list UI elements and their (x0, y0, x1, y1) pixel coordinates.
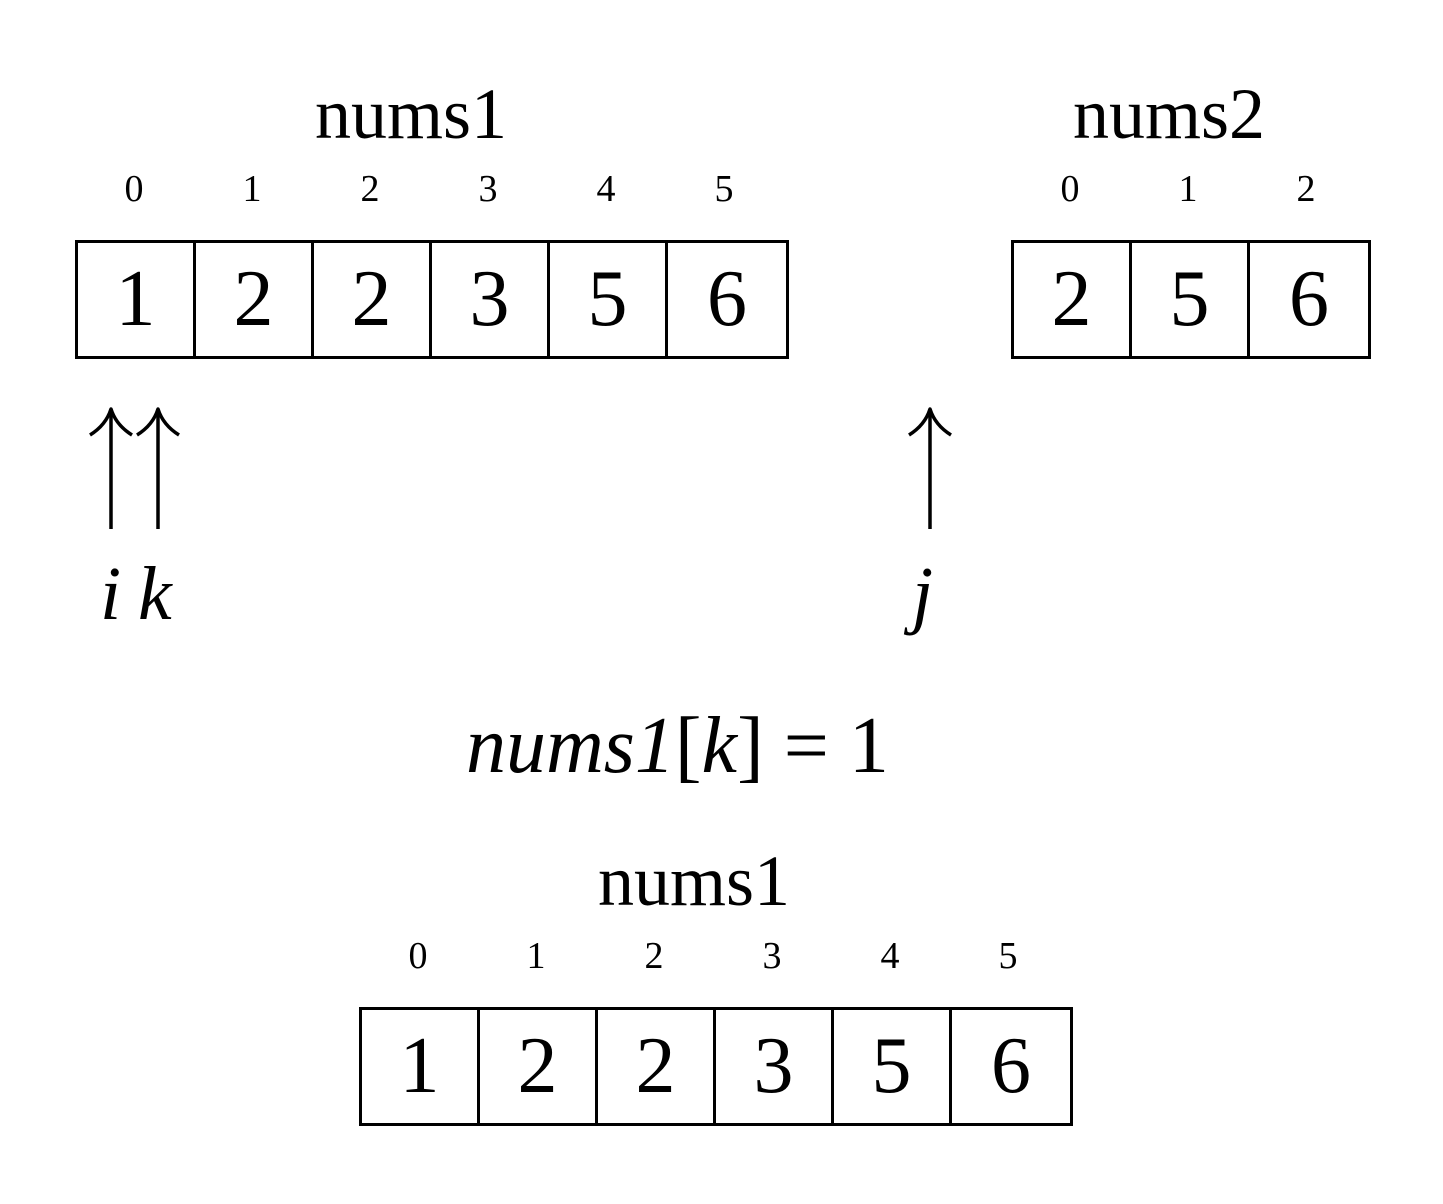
nums2-array: 0 1 2 2 5 6 (1011, 168, 1371, 362)
array-cell: 3 (432, 243, 550, 356)
up-arrow-icon (89, 407, 133, 529)
formula-lhs-var: nums (466, 702, 635, 790)
index-label: 0 (408, 935, 428, 977)
formula-close-bracket: ] (737, 702, 764, 790)
up-arrow-icon (908, 407, 952, 529)
index-label: 1 (242, 168, 262, 210)
nums1-top-array: 0 1 2 3 4 5 1 2 2 3 5 6 (75, 168, 789, 362)
formula-lhs-num: 1 (634, 702, 675, 790)
index-label: 4 (596, 168, 616, 210)
array-cell: 1 (78, 243, 196, 356)
pointer-i-label: i (100, 552, 122, 636)
pointer-k-label: k (138, 552, 172, 636)
formula-rhs: = 1 (763, 702, 889, 790)
array-cell: 2 (314, 243, 432, 356)
nums1-bottom-array: 0 1 2 3 4 5 1 2 2 3 5 6 (359, 935, 1073, 1129)
formula-index-var: k (701, 702, 738, 790)
nums2-title: nums2 (1073, 74, 1266, 154)
index-label: 5 (714, 168, 734, 210)
index-label: 4 (880, 935, 900, 977)
array-cells: 2 5 6 (1011, 240, 1371, 359)
array-cell: 6 (707, 255, 747, 343)
array-cell: 6 (991, 1022, 1031, 1110)
up-arrow-icon (136, 407, 180, 529)
array-cell: 6 (1289, 255, 1329, 343)
array-cells: 1 2 2 3 5 6 (75, 240, 789, 359)
index-label: 0 (124, 168, 144, 210)
formula-open-bracket: [ (674, 702, 702, 790)
index-label: 2 (360, 168, 380, 210)
nums1-bottom-title: nums1 (598, 841, 791, 921)
index-label: 1 (526, 935, 546, 977)
index-label: 0 (1060, 168, 1080, 210)
array-cells: 1 2 2 3 5 6 (359, 1007, 1073, 1126)
array-cell: 2 (196, 243, 314, 356)
index-label: 3 (478, 168, 498, 210)
index-label: 2 (1296, 168, 1316, 210)
array-cell: 2 (598, 1010, 716, 1123)
index-label: 1 (1178, 168, 1198, 210)
array-cell: 2 (480, 1010, 598, 1123)
array-cell: 5 (1132, 243, 1250, 356)
array-cell: 5 (834, 1010, 952, 1123)
array-cell: 1 (362, 1010, 480, 1123)
array-cell: 5 (550, 243, 668, 356)
array-cell: 2 (1014, 243, 1132, 356)
pointer-j-label: j (912, 552, 934, 636)
index-label: 5 (998, 935, 1018, 977)
index-label: 2 (644, 935, 664, 977)
array-cell: 3 (716, 1010, 834, 1123)
formula: nums1[k] = 1 (466, 706, 889, 786)
nums1-top-title: nums1 (315, 74, 508, 154)
index-label: 3 (762, 935, 782, 977)
